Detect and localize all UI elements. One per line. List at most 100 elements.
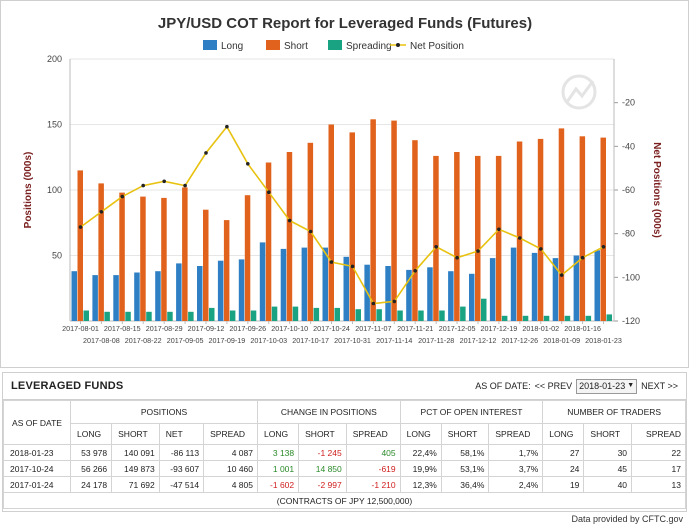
x-tick-label: 2017-08-15	[104, 324, 141, 333]
bar-short-13	[349, 132, 355, 321]
positions-group-header: POSITIONS	[70, 400, 258, 424]
cell-change-spread: -619	[345, 460, 401, 477]
net-position-point-6	[204, 151, 208, 155]
net-position-point-24	[580, 255, 585, 260]
net-position-point-2	[120, 194, 125, 199]
cell-positions-spread: 4 805	[203, 476, 258, 493]
bar-long-2	[113, 275, 119, 321]
net-position-point-11	[308, 229, 313, 234]
net-position-point-20	[497, 227, 501, 232]
cell-change-short: 14 850	[298, 460, 347, 477]
x-tick-label: 2017-12-12	[460, 336, 497, 345]
bar-long-13	[343, 256, 349, 321]
net-position-point-0	[78, 225, 83, 229]
bar-long-5	[176, 263, 182, 321]
table-footnote-row: (CONTRACTS OF JPY 12,500,000)	[3, 492, 686, 509]
bar-spreading-22	[543, 315, 550, 321]
bar-spreading-19	[481, 298, 487, 321]
pct-group-header: PCT OF OPEN INTEREST	[399, 400, 544, 424]
bar-spreading-16	[418, 310, 424, 321]
bar-long-0	[71, 271, 77, 321]
cell-pct-short: 58,1%	[440, 444, 490, 461]
y-tick-label: 200	[47, 54, 62, 64]
date-select[interactable]: 2018-01-23 ▼	[576, 378, 638, 394]
table-row: 2018-01-23 53 978 140 091 -86 113 4 087 …	[3, 444, 686, 461]
bar-long-19	[469, 273, 475, 321]
col-pct-long: LONG	[399, 423, 442, 445]
x-tick-label: 2017-11-07	[355, 324, 391, 333]
cell-traders-short: 45	[583, 460, 633, 477]
bar-long-17	[427, 267, 433, 321]
col-positions-short: SHORT	[111, 423, 160, 445]
bar-long-18	[448, 271, 454, 321]
bar-spreading-12	[334, 307, 340, 321]
bar-long-12	[322, 247, 328, 321]
cell-traders-short: 40	[583, 476, 633, 493]
table-row: 2017-10-24 56 266 149 873 -93 607 10 460…	[3, 460, 686, 477]
col-change-long: LONG	[256, 423, 300, 445]
legend-swatch-2	[328, 40, 342, 50]
bar-long-25	[594, 250, 600, 321]
table-column-header-row: LONG SHORT NET SPREAD LONG SHORT SPREAD …	[4, 423, 686, 445]
cell-traders-short: 30	[583, 444, 633, 461]
table-row: 2017-01-24 24 178 71 692 -47 514 4 805 -…	[3, 476, 686, 493]
net-position-point-7	[225, 124, 229, 129]
net-position-point-13	[350, 264, 355, 269]
col-traders-spread: SPREAD	[631, 423, 686, 445]
bar-spreading-14	[376, 309, 382, 321]
net-position-point-23	[559, 273, 564, 277]
cell-traders-spread: 22	[631, 444, 686, 461]
cell-positions-net: -86 113	[158, 444, 205, 461]
bar-short-17	[433, 155, 439, 321]
x-tick-label: 2017-10-17	[292, 336, 329, 345]
net-position-point-9	[267, 190, 271, 194]
bar-spreading-20	[501, 315, 508, 321]
legend-label-1: Short	[284, 41, 308, 52]
y-tick-label: 100	[47, 185, 62, 195]
y-axis-title: Positions (000s)	[23, 152, 34, 229]
cell-positions-net: -47 514	[158, 476, 205, 493]
cot-chart: JPY/USD COT Report for Leveraged Funds (…	[23, 15, 662, 345]
date-select-value: 2018-01-23	[579, 381, 626, 391]
chevron-down-icon: ▼	[627, 382, 635, 389]
x-tick-label: 2017-08-22	[125, 336, 162, 345]
chart-container: JPY/USD COT Report for Leveraged Funds (…	[0, 0, 689, 368]
bar-long-23	[552, 258, 559, 321]
bar-spreading-7	[229, 310, 236, 321]
col-positions-net: NET	[158, 423, 205, 445]
bar-short-16	[412, 140, 418, 321]
next-date-link[interactable]: NEXT >>	[641, 381, 678, 391]
net-position-point-4	[162, 179, 166, 184]
contracts-footnote: (CONTRACTS OF JPY 12,500,000)	[3, 492, 686, 509]
bar-spreading-25	[606, 314, 612, 321]
y2-tick-label: -120	[622, 316, 640, 326]
bar-short-14	[370, 119, 376, 321]
cell-traders-long: 24	[542, 460, 585, 477]
cell-change-spread: -1 210	[345, 476, 401, 493]
net-position-point-17	[434, 245, 439, 249]
col-traders-short: SHORT	[583, 423, 633, 445]
bar-spreading-8	[250, 310, 257, 321]
cell-positions-short: 140 091	[111, 444, 160, 461]
as-of-date-header: AS OF DATE	[3, 400, 71, 445]
cell-change-long: 3 138	[256, 444, 300, 461]
leveraged-funds-panel: LEVERAGED FUNDS AS OF DATE: << PREV 2018…	[2, 372, 687, 512]
bar-long-6	[197, 266, 203, 321]
prev-date-link[interactable]: << PREV	[534, 381, 573, 391]
bar-spreading-15	[397, 310, 403, 321]
cell-pct-long: 19,9%	[399, 460, 442, 477]
cell-pct-spread: 3,7%	[488, 460, 544, 477]
table-group-header-row: AS OF DATE POSITIONS CHANGE IN POSITIONS…	[3, 400, 686, 445]
bar-spreading-18	[460, 306, 466, 321]
bar-short-1	[98, 183, 104, 321]
y2-tick-label: -60	[622, 185, 635, 195]
x-tick-label: 2018-01-09	[543, 336, 580, 345]
bar-short-5	[182, 187, 188, 321]
net-position-point-16	[413, 269, 418, 273]
net-position-point-8	[246, 162, 250, 166]
row-date: 2017-10-24	[3, 460, 71, 477]
bar-spreading-9	[271, 306, 278, 321]
panel-title: LEVERAGED FUNDS	[11, 380, 124, 392]
cell-change-spread: 405	[345, 444, 401, 461]
x-tick-label: 2017-08-08	[83, 336, 120, 345]
